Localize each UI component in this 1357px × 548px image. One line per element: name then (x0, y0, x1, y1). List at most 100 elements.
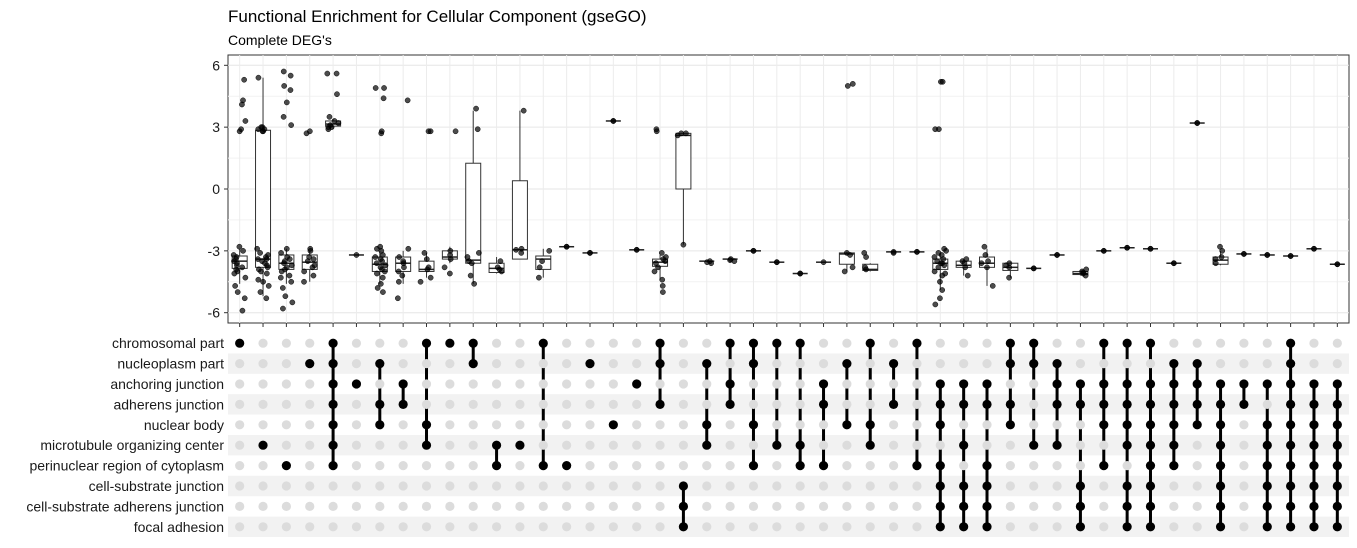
matrix-dot-active (328, 379, 338, 389)
matrix-dot-inactive (935, 338, 945, 348)
matrix-dot-inactive (351, 501, 362, 511)
data-point (1264, 252, 1271, 258)
matrix-dot-active (328, 420, 338, 430)
matrix-dot-active (375, 399, 385, 409)
matrix-dot-active (1309, 440, 1319, 450)
matrix-dot-inactive (842, 522, 852, 532)
data-point (938, 252, 945, 258)
matrix-dot-active (1192, 379, 1202, 389)
matrix-dot-active (305, 359, 315, 369)
matrix-dot-active (351, 379, 362, 389)
matrix-dot-inactive (305, 501, 315, 511)
data-point (288, 278, 295, 285)
data-point (380, 95, 387, 102)
matrix-dot-inactive (235, 440, 245, 450)
data-point (610, 118, 617, 124)
matrix-dot-inactive (912, 522, 922, 532)
matrix-dot-inactive (1052, 481, 1062, 491)
matrix-dot-active (1145, 501, 1156, 511)
matrix-dot-inactive (258, 399, 268, 409)
data-point (914, 249, 920, 255)
matrix-dot-inactive (305, 379, 315, 389)
matrix-dot-inactive (608, 440, 618, 450)
matrix-dot-inactive (491, 399, 502, 409)
data-point (941, 245, 948, 252)
matrix-dot-inactive (608, 501, 618, 511)
matrix-dot-inactive (1005, 522, 1015, 532)
data-point (939, 78, 946, 85)
data-point (333, 70, 340, 77)
matrix-dot-inactive (305, 461, 315, 471)
matrix-dot-inactive (491, 501, 502, 511)
data-point (283, 245, 290, 252)
matrix-dot-active (1262, 440, 1272, 450)
matrix-dot-inactive (888, 461, 899, 471)
data-point (750, 247, 757, 254)
matrix-dot-active (702, 440, 712, 450)
matrix-dot-inactive (655, 420, 665, 430)
matrix-dot-active (1262, 420, 1272, 430)
matrix-dot-inactive (538, 359, 548, 369)
matrix-dot-inactive (1075, 461, 1086, 471)
matrix-dot-inactive (281, 379, 291, 389)
data-point (263, 295, 270, 302)
data-point (651, 268, 658, 275)
box (465, 162, 482, 264)
data-point (301, 278, 307, 285)
data-point (396, 254, 402, 260)
matrix-dot-inactive (912, 481, 922, 491)
matrix-dot-active (678, 522, 689, 532)
matrix-dot-active (1099, 379, 1109, 389)
data-point (1170, 260, 1177, 267)
data-point (325, 124, 332, 131)
matrix-dot-inactive (375, 522, 385, 532)
matrix-dot-inactive (468, 522, 478, 532)
matrix-dot-inactive (398, 461, 408, 471)
data-point (427, 274, 434, 281)
data-point (982, 252, 989, 258)
matrix-dot-active (935, 501, 945, 511)
matrix-dot-inactive (678, 359, 689, 369)
matrix-dot-active (585, 359, 595, 369)
matrix-dot-inactive (632, 501, 642, 511)
matrix-dot-inactive (702, 338, 712, 348)
matrix-dot-inactive (235, 359, 245, 369)
data-point (981, 243, 988, 250)
matrix-dot-inactive (421, 399, 432, 409)
matrix-dot-inactive (1262, 399, 1272, 409)
matrix-dot-active (1215, 420, 1226, 430)
set-label: nucleoplasm part (117, 356, 224, 372)
matrix-dot-inactive (375, 379, 385, 389)
matrix-dot-inactive (585, 379, 595, 389)
matrix-dot-active (982, 522, 992, 532)
matrix-dot-inactive (351, 481, 362, 491)
matrix-dot-active (421, 420, 432, 430)
data-point (989, 283, 996, 289)
matrix-dot-inactive (982, 420, 992, 430)
matrix-dot-inactive (398, 338, 408, 348)
matrix-dot-inactive (818, 338, 829, 348)
data-point (985, 258, 991, 265)
matrix-dot-inactive (538, 379, 548, 389)
data-point (234, 289, 241, 295)
matrix-dot-inactive (632, 440, 642, 450)
matrix-dot-active (1332, 481, 1342, 491)
matrix-dot-active (912, 461, 922, 471)
matrix-dot-inactive (772, 461, 782, 471)
data-point (280, 68, 287, 75)
matrix-dot-inactive (1075, 338, 1086, 348)
matrix-dot-active (1309, 461, 1319, 471)
data-point (964, 272, 971, 279)
matrix-dot-inactive (702, 461, 712, 471)
data-point (847, 252, 853, 258)
matrix-dot-inactive (281, 359, 291, 369)
matrix-dot-active (398, 379, 408, 389)
data-point (374, 270, 380, 277)
matrix-dot-inactive (1309, 338, 1319, 348)
matrix-dot-inactive (795, 481, 805, 491)
matrix-dot-inactive (678, 399, 689, 409)
matrix-dot-inactive (1169, 501, 1179, 511)
matrix-dot-inactive (562, 522, 572, 532)
matrix-dot-inactive (281, 399, 291, 409)
matrix-dot-inactive (585, 461, 595, 471)
